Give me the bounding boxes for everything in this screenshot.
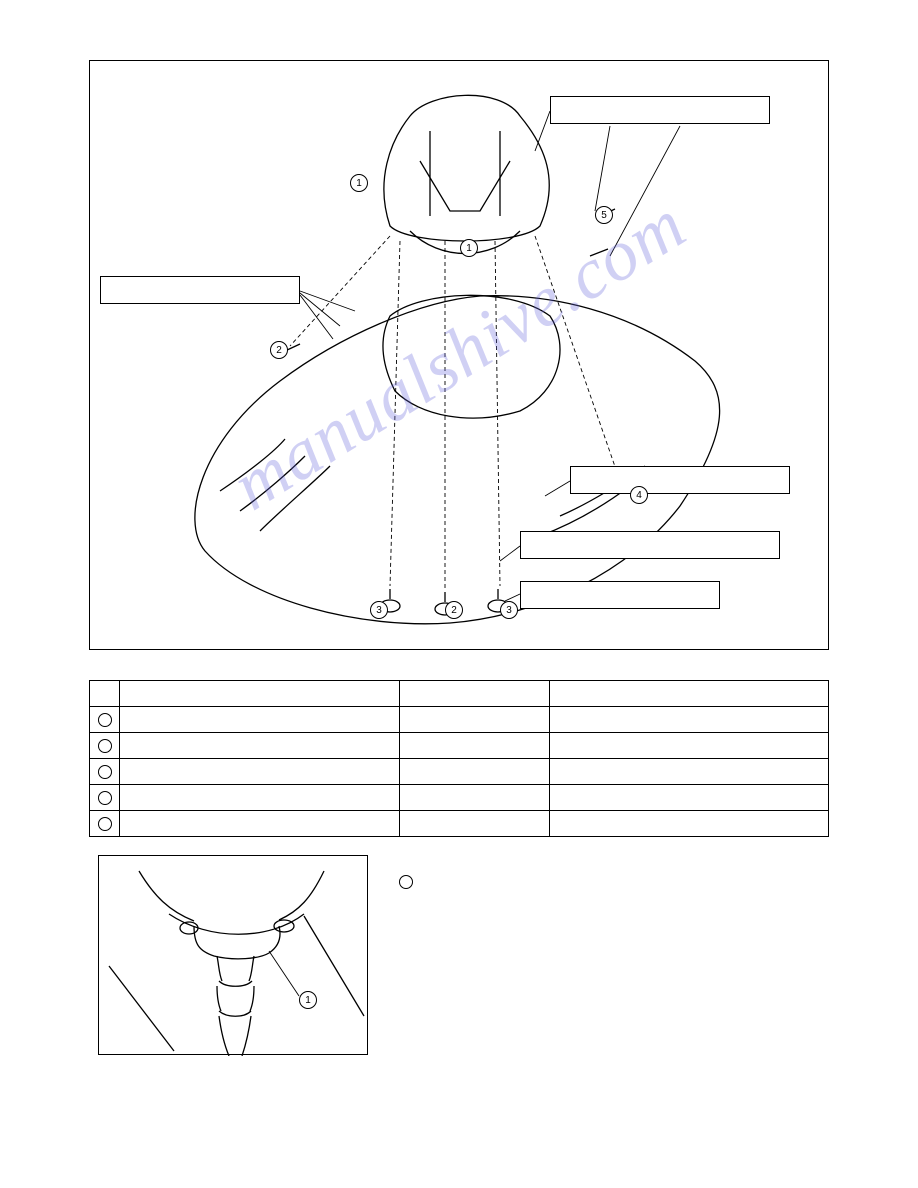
row-circle-icon — [98, 713, 112, 727]
cell-no — [90, 759, 120, 785]
callout-2b: 2 — [445, 601, 463, 619]
diagram-label-2 — [100, 276, 300, 304]
cell-remarks — [550, 759, 829, 785]
row-circle-icon — [98, 765, 112, 779]
note-block — [399, 875, 819, 890]
detail-photo-frame: 1 — [98, 855, 368, 1055]
cell-part — [120, 811, 400, 837]
cell-no — [90, 733, 120, 759]
callout-3b: 3 — [500, 601, 518, 619]
diagram-label-5 — [520, 581, 720, 609]
cell-remarks — [550, 707, 829, 733]
callout-2b-num: 2 — [451, 605, 457, 616]
callout-5: 5 — [595, 206, 613, 224]
cell-part — [120, 707, 400, 733]
row-circle-icon — [98, 739, 112, 753]
cell-part — [120, 759, 400, 785]
table-row — [90, 811, 829, 837]
callout-2a-num: 2 — [276, 345, 282, 356]
note-inline-circle — [399, 875, 413, 889]
table-header-row — [90, 681, 829, 707]
cell-no — [90, 707, 120, 733]
diagram-label-1 — [550, 96, 770, 124]
cell-remarks — [550, 811, 829, 837]
exploded-diagram-frame: 1 1 2 2 3 3 4 5 manualshive.com — [89, 60, 829, 650]
col-header-part — [120, 681, 400, 707]
photo-linework — [99, 856, 369, 1056]
callout-1a: 1 — [350, 174, 368, 192]
cell-no — [90, 811, 120, 837]
photo-callout-1: 1 — [299, 991, 317, 1009]
callout-2a: 2 — [270, 341, 288, 359]
cell-qty — [400, 811, 550, 837]
callout-1b: 1 — [460, 239, 478, 257]
callout-4-num: 4 — [636, 490, 642, 501]
parts-table — [89, 680, 829, 837]
diagram-label-4 — [520, 531, 780, 559]
col-header-remarks — [550, 681, 829, 707]
callout-4: 4 — [630, 486, 648, 504]
table-row — [90, 785, 829, 811]
row-circle-icon — [98, 817, 112, 831]
callout-1b-num: 1 — [466, 243, 472, 254]
table-row — [90, 707, 829, 733]
cell-qty — [400, 707, 550, 733]
callout-5-num: 5 — [601, 210, 607, 221]
col-header-no — [90, 681, 120, 707]
table-row — [90, 759, 829, 785]
parts-table-container — [89, 680, 829, 837]
cell-qty — [400, 759, 550, 785]
cell-part — [120, 785, 400, 811]
cell-part — [120, 733, 400, 759]
cell-remarks — [550, 733, 829, 759]
table-row — [90, 733, 829, 759]
diagram-linework — [90, 61, 830, 651]
callout-3a-num: 3 — [376, 605, 382, 616]
photo-callout-num: 1 — [305, 995, 311, 1006]
callout-1a-num: 1 — [356, 178, 362, 189]
cell-qty — [400, 733, 550, 759]
cell-qty — [400, 785, 550, 811]
diagram-label-3 — [570, 466, 790, 494]
col-header-qty — [400, 681, 550, 707]
callout-3a: 3 — [370, 601, 388, 619]
row-circle-icon — [98, 791, 112, 805]
cell-no — [90, 785, 120, 811]
callout-3b-num: 3 — [506, 605, 512, 616]
cell-remarks — [550, 785, 829, 811]
